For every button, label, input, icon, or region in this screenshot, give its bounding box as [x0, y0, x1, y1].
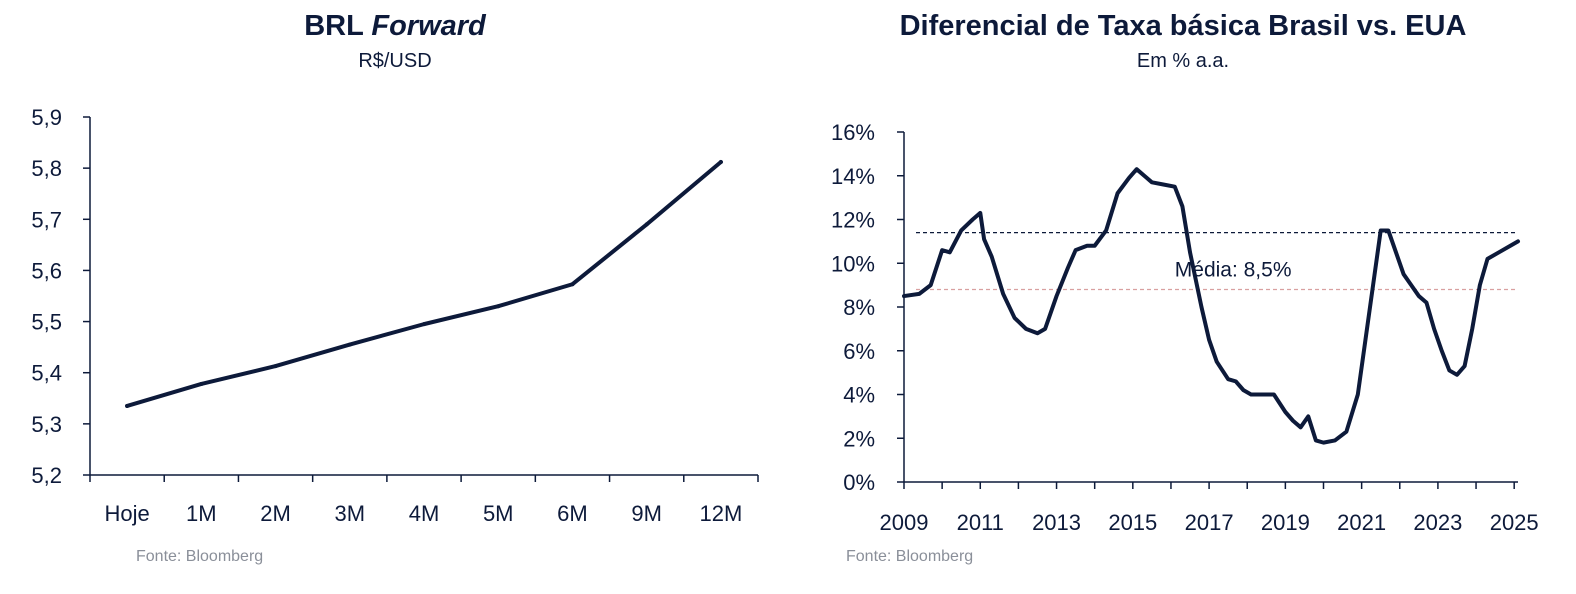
data-point: [273, 364, 278, 369]
chart-source: Fonte: Bloomberg: [136, 548, 264, 565]
y-tick-label: 5,8: [31, 156, 62, 181]
x-tick-label: 9M: [631, 501, 662, 526]
data-point: [644, 222, 649, 227]
data-point: [199, 381, 204, 386]
y-tick-label: 5,6: [31, 258, 62, 283]
rate-differential-line: [902, 167, 1520, 445]
x-tick-label: 2021: [1337, 510, 1386, 535]
y-tick-label: 5,2: [31, 463, 62, 488]
data-point: [125, 403, 130, 408]
x-tick-label: 2M: [260, 501, 291, 526]
x-tick-label: 2015: [1108, 510, 1157, 535]
average-annotation: Média: 8,5%: [1175, 258, 1292, 281]
x-tick-label: Hoje: [104, 501, 149, 526]
chart-title-main: BRL: [304, 10, 364, 42]
x-tick-label: 5M: [483, 501, 514, 526]
forward-curve-line: [125, 160, 723, 408]
rate-differential-chart: 0% 2% 4% 6% 8% 10% 12% 14% 16% 2009 2011 2013 2015 20…: [831, 120, 1539, 535]
x-tick-label: 4M: [409, 501, 440, 526]
data-point: [347, 342, 352, 347]
brl-forward-chart: 5,2 5,3 5,4 5,5 5,6 5,7 5,8 5,9 Hoje 1M 2M 3M 4M 5M 6M…: [31, 105, 759, 526]
x-tick-label: 2019: [1261, 510, 1310, 535]
x-tick-label: 2025: [1490, 510, 1539, 535]
y-tick-label: 5,7: [31, 207, 62, 232]
data-point: [422, 322, 426, 327]
brl-forward-chart-panel: BRL Forward R$/USD 5,2 5,3 5,4 5,5 5,6 5,7 5,8…: [0, 10, 790, 565]
y-tick-label: 2%: [843, 426, 875, 451]
chart-subtitle: R$/USD: [358, 50, 432, 72]
y-tick-label: 12%: [831, 208, 875, 233]
chart-title: Diferencial de Taxa básica Brasil vs. EU…: [899, 10, 1467, 42]
x-tick-label: 2011: [957, 510, 1004, 535]
x-tick-label: 2009: [880, 510, 929, 535]
x-tick-label: 2017: [1185, 510, 1234, 535]
data-point: [570, 282, 575, 287]
chart-subtitle: Em % a.a.: [1136, 50, 1230, 72]
chart-title: BRL Forward: [0, 10, 790, 43]
y-tick-label: 0%: [843, 470, 875, 495]
x-tick-label: 2023: [1413, 510, 1462, 535]
x-tick-label: 6M: [557, 501, 588, 526]
x-tick-label: 1M: [186, 501, 217, 526]
y-tick-label: 5,4: [31, 361, 62, 386]
y-tick-label: 8%: [843, 295, 875, 320]
x-tick-label: 3M: [334, 501, 365, 526]
y-tick-label: 5,5: [31, 310, 62, 335]
x-tick-label: 12M: [699, 501, 742, 526]
rate-differential-chart-panel: Diferencial de Taxa básica Brasil vs. EU…: [790, 0, 1576, 594]
data-point: [496, 304, 501, 309]
data-point: [718, 160, 723, 165]
y-tick-label: 5,9: [31, 105, 62, 130]
x-tick-label: 2013: [1032, 510, 1081, 535]
chart-source: Fonte: Bloomberg: [846, 548, 974, 565]
y-tick-label: 16%: [831, 120, 875, 145]
chart-title-italic: Forward: [371, 10, 486, 42]
y-tick-label: 10%: [831, 251, 875, 276]
y-tick-label: 4%: [843, 383, 875, 408]
y-tick-label: 14%: [831, 164, 875, 189]
y-tick-label: 5,3: [31, 412, 62, 437]
y-tick-label: 6%: [843, 339, 875, 364]
